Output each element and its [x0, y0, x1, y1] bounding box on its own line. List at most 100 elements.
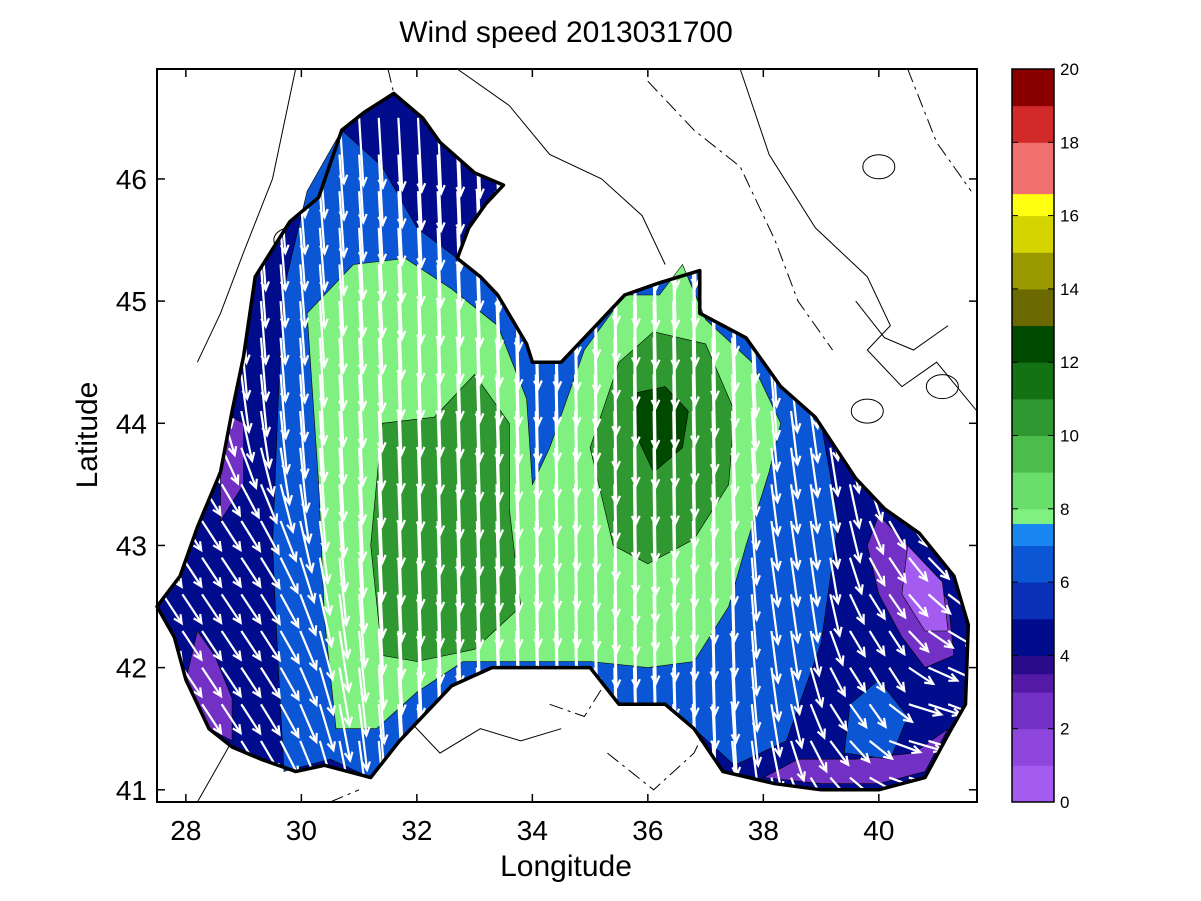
wind-arrow: [494, 557, 505, 651]
wind-arrow: [299, 301, 310, 367]
wind-arrow: [790, 740, 806, 783]
wind-arrow: [474, 447, 485, 541]
wind-arrow: [829, 557, 842, 606]
wind-arrow: [396, 301, 407, 381]
wind-arrow: [181, 593, 203, 626]
wind-arrow: [474, 557, 485, 651]
wind-arrow: [416, 191, 427, 269]
wind-arrow: [396, 191, 407, 267]
wind-arrow: [789, 410, 802, 467]
wind-arrow: [848, 557, 864, 596]
wind-arrow: [357, 191, 368, 263]
wind-arrow: [809, 776, 829, 790]
wind-arrow: [770, 704, 784, 759]
wind-arrow: [279, 667, 300, 702]
wind-arrow: [829, 630, 845, 667]
wind-arrow: [415, 594, 426, 684]
colorbar-tick-label: 10: [1060, 427, 1079, 446]
colorbar-band: [1012, 523, 1054, 546]
wind-arrow: [220, 630, 243, 662]
wind-arrow: [829, 667, 846, 698]
land-contour-line: [855, 300, 949, 351]
wind-arrow: [888, 593, 907, 620]
wind-arrow: [299, 374, 310, 443]
wind-arrow: [279, 410, 292, 476]
wind-arrow: [770, 520, 782, 573]
land-contour-line: [457, 69, 666, 265]
wind-arrow: [299, 520, 315, 575]
x-tick-label: 30: [286, 815, 317, 846]
wind-arrow: [809, 703, 826, 740]
x-tick-label: 34: [517, 815, 548, 846]
wind-arrow: [299, 484, 313, 545]
colorbar-band: [1012, 142, 1054, 195]
wind-arrow: [240, 410, 256, 464]
colorbar-tick-label: 2: [1060, 720, 1069, 739]
wind-arrow: [318, 410, 329, 483]
y-tick-label: 41: [116, 775, 147, 806]
x-tick-label: 28: [170, 815, 201, 846]
wind-arrow: [908, 666, 936, 686]
wind-arrow: [318, 447, 330, 519]
x-axis-label: Longitude: [500, 850, 632, 883]
wind-arrow: [260, 593, 282, 626]
colorbar-tick-label: 4: [1060, 646, 1069, 665]
wind-arrow: [849, 667, 867, 694]
wind-arrow: [220, 667, 243, 699]
wind-arrow: [730, 337, 741, 430]
wind-arrow: [377, 301, 388, 376]
wind-arrow: [358, 740, 369, 790]
wind-arrow: [357, 411, 368, 488]
colorbar-band: [1012, 435, 1054, 473]
wind-arrow: [318, 557, 334, 617]
land-contour-line: [404, 716, 562, 754]
wind-arrow: [318, 374, 329, 446]
wind-arrow: [260, 557, 281, 590]
colorbar-tick-label: 20: [1060, 60, 1079, 79]
wind-arrow: [750, 704, 763, 768]
y-tick-label: 43: [116, 530, 147, 561]
wind-arrow: [377, 154, 388, 228]
wind-arrow: [357, 264, 368, 339]
wind-arrow: [338, 447, 349, 523]
y-axis-ticks: 41 42 43 44 45 46: [116, 164, 977, 806]
land-contour-line: [330, 789, 360, 802]
wind-arrow: [338, 154, 349, 222]
wind-arrow: [240, 520, 262, 553]
wind-arrow: [770, 594, 782, 647]
colorbar: 0 2 4 6 8 10 12 14 16 18 20: [1011, 60, 1079, 812]
wind-arrow: [750, 484, 761, 552]
wind-arrow: [259, 374, 272, 438]
wind-arrow: [829, 520, 842, 570]
wind-arrow: [318, 667, 336, 717]
wind-arrow: [848, 520, 863, 565]
wind-arrow: [908, 703, 944, 717]
wind-arrow: [416, 154, 427, 232]
wind-arrow: [299, 264, 310, 329]
wind-arrow: [868, 630, 886, 657]
wind-arrow: [318, 520, 332, 586]
wind-arrow: [927, 593, 952, 616]
wind-arrow: [318, 301, 329, 370]
wind-arrow: [299, 337, 310, 405]
wind-arrow: [220, 593, 243, 625]
wind-arrow: [750, 520, 761, 587]
wind-arrow: [279, 593, 300, 629]
wind-arrow: [259, 264, 271, 330]
wind-arrow: [220, 520, 242, 553]
colorbar-bands: [1012, 69, 1054, 803]
wind-arrow: [201, 703, 223, 736]
wind-arrow: [377, 117, 388, 191]
plot-frame: [156, 68, 978, 803]
wind-arrow: [259, 301, 271, 366]
colorbar-band: [1012, 508, 1054, 524]
wind-arrow: [201, 630, 223, 662]
wind-arrow: [750, 557, 761, 623]
wind-arrow: [338, 630, 353, 694]
wind-arrow: [730, 411, 740, 498]
wind-arrow: [318, 484, 331, 553]
land-contour-loop: [862, 154, 896, 180]
wind-arrow: [809, 447, 822, 499]
colorbar-band: [1012, 252, 1054, 290]
colorbar-band: [1012, 545, 1054, 583]
